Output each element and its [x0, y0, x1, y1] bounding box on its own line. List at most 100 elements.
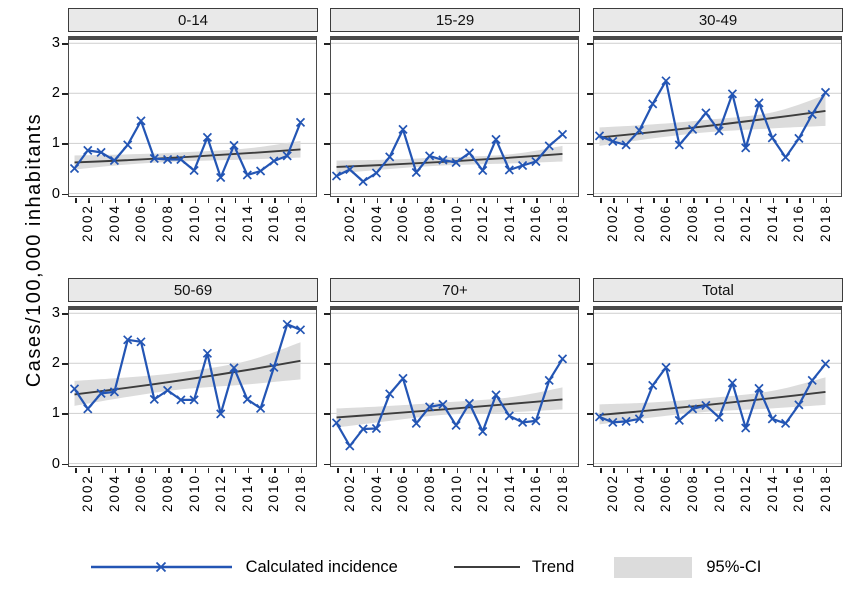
data-marker: [345, 164, 355, 175]
data-marker: [69, 384, 80, 394]
legend-ci-sample-swatch: [614, 556, 693, 578]
x-tick: [772, 197, 775, 203]
x-tick-label: 2010: [186, 204, 202, 243]
x-tick: [786, 197, 788, 203]
incidence-line: [335, 358, 564, 448]
legend-x-marker-icon: [155, 561, 166, 573]
plot-svg: [331, 42, 578, 195]
x-tick-label: 2016: [791, 204, 807, 243]
x-tick: [469, 197, 472, 203]
legend-trend-sample-line: [453, 566, 520, 568]
data-marker: [451, 157, 461, 168]
panel-plot-30-49: [593, 36, 842, 197]
x-tick: [639, 197, 642, 203]
x-tick: [626, 197, 629, 203]
panel-plot-70+: [330, 306, 579, 467]
data-marker: [464, 398, 475, 409]
data-marker: [202, 348, 213, 358]
data-marker: [504, 411, 514, 421]
x-tick: [825, 197, 828, 203]
y-tick-label: 2: [51, 85, 60, 102]
data-marker: [504, 165, 514, 175]
data-marker: [136, 337, 146, 347]
legend: Calculated incidence Trend 95%-CI: [0, 550, 850, 584]
x-tick: [825, 467, 828, 473]
data-marker: [531, 156, 541, 167]
x-tick: [799, 197, 801, 203]
x-tick: [247, 467, 250, 473]
y-tick: [62, 413, 68, 415]
data-marker: [661, 362, 671, 373]
x-tick: [416, 197, 419, 203]
y-tick: [324, 463, 330, 465]
data-marker: [820, 359, 831, 369]
x-tick-label: 2016: [266, 474, 282, 513]
x-tick: [600, 467, 602, 473]
ci-band: [336, 145, 563, 174]
x-tick: [337, 197, 339, 203]
x-tick-label: 2016: [791, 474, 807, 513]
x-tick: [549, 467, 552, 473]
x-tick: [261, 197, 263, 203]
x-tick: [706, 197, 708, 203]
x-tick-label: 2014: [239, 204, 255, 243]
y-tick: [324, 143, 330, 145]
data-marker: [83, 145, 93, 156]
x-tick: [483, 467, 485, 473]
y-tick-label: 3: [51, 305, 60, 322]
x-tick-label: 2012: [213, 474, 229, 513]
y-tick: [587, 143, 593, 145]
x-tick: [509, 467, 512, 473]
x-tick-label: 2008: [422, 204, 438, 243]
x-tick-label: 2002: [605, 204, 621, 243]
data-marker: [255, 166, 266, 176]
data-marker: [621, 140, 631, 150]
x-tick: [759, 197, 762, 203]
x-tick-label: 2004: [631, 204, 647, 243]
x-tick: [562, 467, 565, 473]
data-marker: [162, 385, 173, 396]
x-tick-label: 2012: [738, 204, 754, 243]
data-marker: [491, 134, 501, 145]
x-tick: [403, 467, 405, 473]
data-marker: [754, 383, 764, 394]
data-marker: [229, 363, 239, 373]
data-marker: [648, 99, 658, 109]
x-tick-label: 2010: [186, 474, 202, 513]
x-tick: [483, 197, 485, 203]
x-tick: [653, 197, 655, 203]
x-tick-label: 2016: [266, 204, 282, 243]
x-tick: [812, 197, 815, 203]
data-marker: [544, 375, 554, 386]
data-marker: [269, 156, 279, 166]
panel-plot-15-29: [330, 36, 579, 197]
data-marker: [385, 152, 395, 162]
data-marker: [96, 147, 106, 158]
x-tick: [221, 197, 223, 203]
data-marker: [714, 126, 724, 136]
data-marker: [189, 395, 199, 405]
y-tick: [324, 93, 330, 95]
legend-incidence-label: Calculated incidence: [245, 557, 398, 576]
panel-header-Total: Total: [593, 278, 843, 302]
data-marker: [491, 390, 501, 400]
x-tick: [799, 467, 801, 473]
ci-band: [599, 377, 826, 425]
panel-title: 50-69: [173, 281, 213, 299]
x-tick-label: 2008: [685, 474, 701, 513]
x-tick: [693, 467, 695, 473]
x-tick-label: 2004: [368, 204, 384, 243]
x-tick-label: 2006: [395, 204, 411, 243]
x-tick: [300, 467, 303, 473]
x-tick-label: 2014: [764, 474, 780, 513]
x-tick: [247, 197, 250, 203]
x-tick: [746, 467, 748, 473]
x-tick: [207, 467, 210, 473]
x-tick-label: 2010: [711, 474, 727, 513]
x-tick: [363, 467, 366, 473]
data-marker: [424, 151, 435, 161]
y-tick: [324, 193, 330, 195]
x-tick-label: 2006: [395, 474, 411, 513]
x-tick: [786, 467, 788, 473]
